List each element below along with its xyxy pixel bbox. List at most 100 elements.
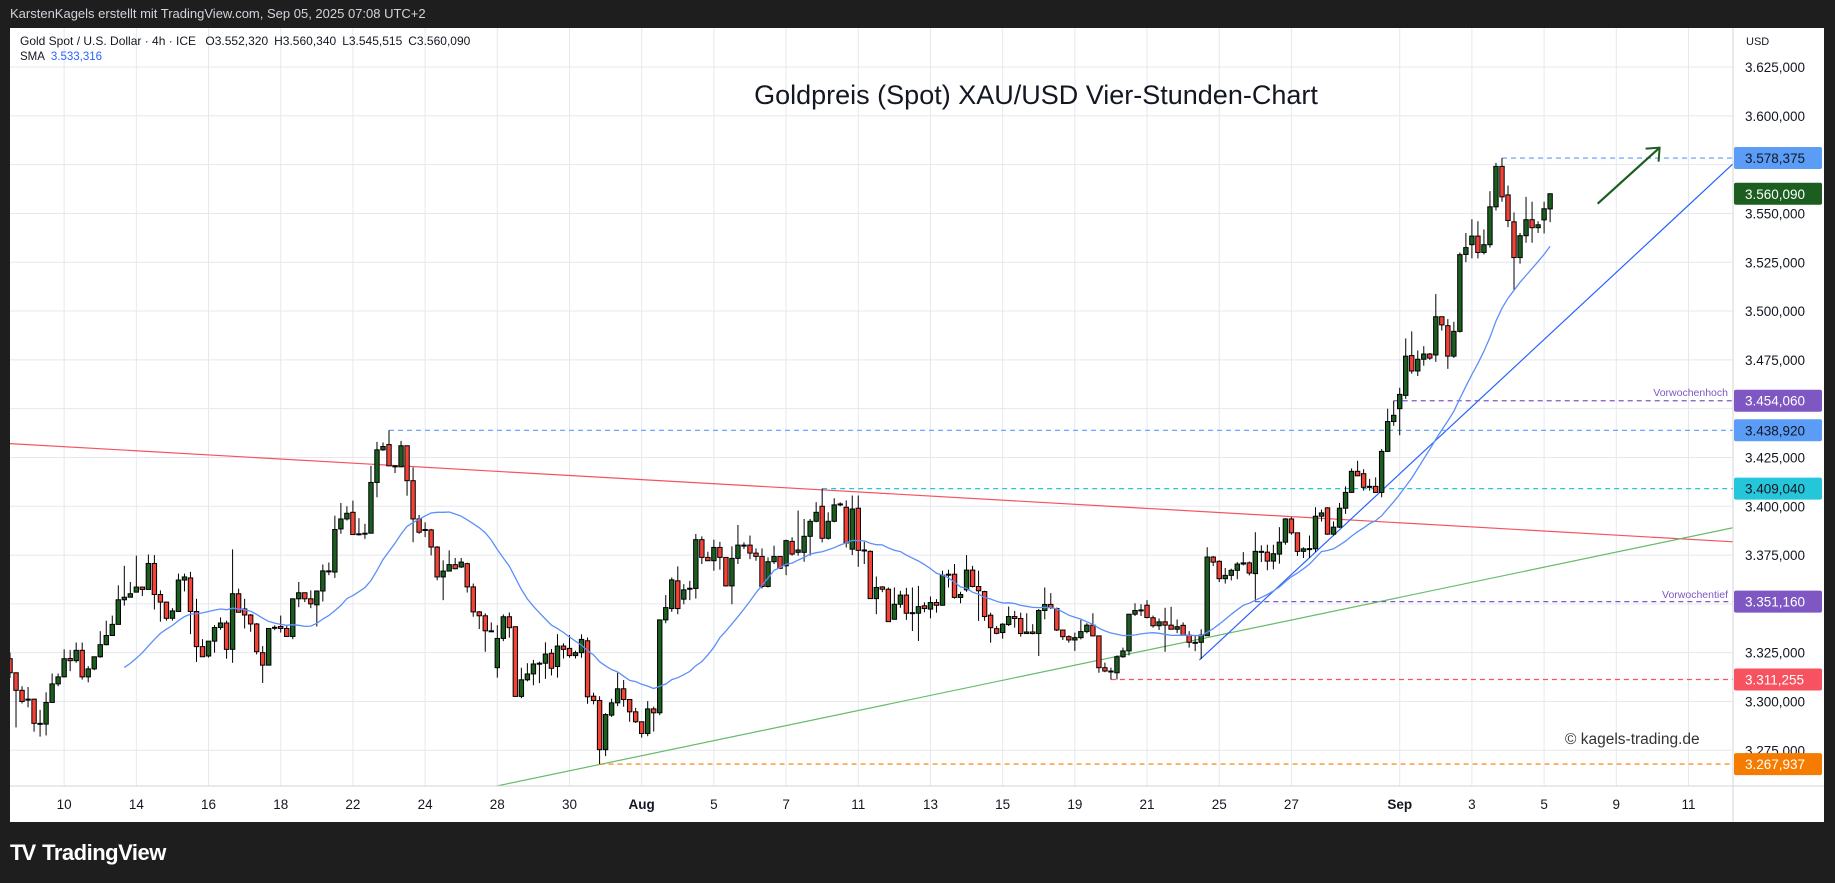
candle-body-up <box>314 590 320 606</box>
time-tick-label: 24 <box>418 797 434 812</box>
candle-body-up <box>1084 624 1090 633</box>
candle <box>1529 201 1535 243</box>
candle-body-down <box>1324 507 1331 535</box>
price-level-badge <box>1734 668 1822 691</box>
time-axis[interactable]: 10 14 16 18 22 24 28 30 Aug 5 7 11 13 15 19 21 25 27 Sep 3 5… <box>57 797 1696 812</box>
candle <box>1096 635 1102 673</box>
footer-brand[interactable]: TV TradingView <box>10 840 166 866</box>
time-tick-label: Aug <box>629 797 655 812</box>
candle <box>1276 527 1283 564</box>
candle-body-up <box>109 623 115 636</box>
candle-body-up <box>801 535 807 553</box>
candle-body-down <box>560 645 567 650</box>
candle <box>909 587 916 632</box>
candle-body-up <box>103 634 109 646</box>
candle <box>632 707 639 723</box>
candle-body-up <box>356 533 362 536</box>
candle <box>265 627 272 666</box>
candle-body-up <box>578 638 585 654</box>
candle-body-down <box>302 592 308 600</box>
candle-body-down <box>753 552 759 557</box>
candle <box>1390 400 1397 426</box>
price-axis[interactable]: 3.625,000 3.600,000 3.550,000 3.525,000 3.50… <box>1734 60 1822 776</box>
candle <box>1102 662 1108 673</box>
candle <box>109 615 115 636</box>
candle-body-down <box>1475 235 1481 253</box>
candle <box>993 625 1000 635</box>
candle-body-up <box>85 668 91 678</box>
candle-body-up <box>380 446 386 451</box>
candle-body-down <box>879 586 886 590</box>
candle-body-down <box>151 562 158 595</box>
candle <box>290 598 296 640</box>
candle <box>669 577 675 612</box>
candle <box>284 625 290 637</box>
time-tick-label: 9 <box>1613 797 1621 812</box>
candle-body-down <box>139 586 146 590</box>
candle-body-up <box>1330 526 1337 535</box>
candle-body-down <box>987 614 994 629</box>
candle-body-up <box>368 481 374 534</box>
candle-body-down <box>253 623 260 653</box>
candles <box>10 158 1553 765</box>
candle <box>506 612 513 638</box>
candle <box>452 557 458 570</box>
ohlc-low: L3.545,515 <box>342 34 403 48</box>
candle <box>1192 635 1198 652</box>
candle-body-down <box>1499 165 1505 198</box>
price-level-badge <box>1734 419 1822 442</box>
time-tick-label: 22 <box>345 797 360 812</box>
sma-legend[interactable]: SMA 3.533,316 <box>20 51 102 63</box>
symbol-name[interactable]: Gold Spot / U.S. Dollar · 4h · ICE <box>20 34 197 48</box>
candle-body-down <box>416 518 422 533</box>
candle <box>1168 606 1174 630</box>
candle <box>422 522 428 538</box>
candle <box>1318 509 1325 522</box>
sma-layer <box>123 245 1551 690</box>
candle <box>1372 477 1379 493</box>
candle-body-up <box>572 652 579 657</box>
candle <box>584 637 591 704</box>
candle <box>897 590 904 608</box>
candle <box>464 562 470 593</box>
price-level-label: 3.311,255 <box>1745 673 1804 688</box>
time-tick-label: 27 <box>1284 797 1299 812</box>
candle-body-up <box>927 602 934 610</box>
candle <box>476 611 482 630</box>
candle-body-up <box>169 610 176 619</box>
candle-body-up <box>392 465 398 468</box>
candle-body-down <box>951 573 958 598</box>
candle-body-up <box>217 622 224 628</box>
candle <box>1384 408 1391 452</box>
candle-body-down <box>747 544 753 554</box>
candle-body-up <box>602 714 609 751</box>
candle <box>85 666 91 683</box>
price-tick-label: 3.600,000 <box>1745 109 1805 124</box>
candle <box>55 673 61 687</box>
candle <box>867 550 873 600</box>
candle-body-up <box>440 570 446 578</box>
currency-label[interactable]: USD <box>1746 36 1770 48</box>
candle-body-up <box>205 640 212 657</box>
tradingview-logo-icon: TV <box>10 840 36 865</box>
candle-body-up <box>608 702 615 716</box>
price-level-badge <box>1734 753 1822 776</box>
time-tick-label: 5 <box>710 797 718 812</box>
candle <box>807 518 813 556</box>
last-price-label: 3.560,090 <box>1745 187 1805 202</box>
ohlc-high: H3.560,340 <box>274 34 337 48</box>
candle <box>169 608 176 621</box>
candle <box>1186 631 1192 648</box>
candle <box>1409 331 1415 374</box>
candle-body-up <box>1378 450 1385 493</box>
candle-body-up <box>25 698 31 701</box>
candle-body-up <box>765 561 771 587</box>
candle <box>229 549 236 663</box>
candle <box>368 465 374 534</box>
candle-body-down <box>247 614 254 625</box>
candle <box>1240 552 1246 566</box>
candle <box>1421 346 1427 366</box>
candle <box>103 620 109 646</box>
candle <box>1270 544 1277 570</box>
